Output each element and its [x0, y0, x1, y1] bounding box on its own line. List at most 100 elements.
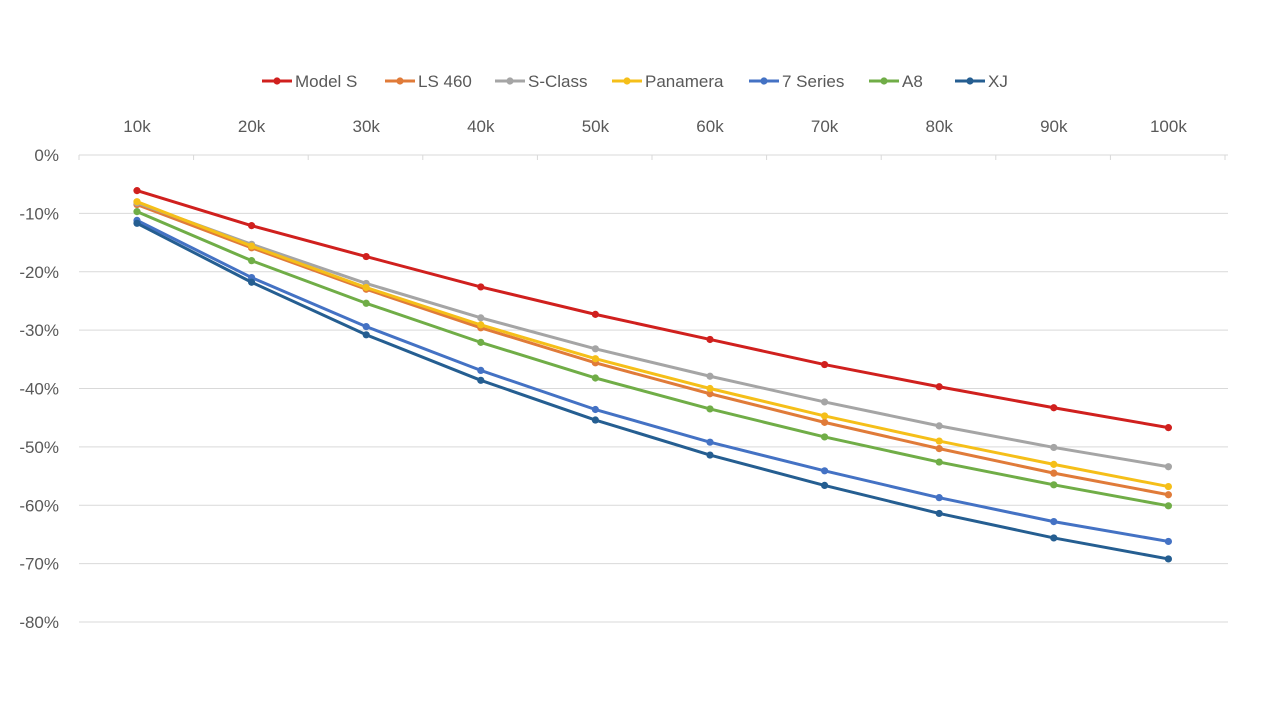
data-point [1050, 517, 1058, 526]
data-point [1164, 537, 1172, 546]
x-tick-label: 40k [467, 117, 495, 136]
series-line [135, 218, 1170, 543]
data-point [591, 405, 600, 414]
series-panamera [133, 198, 1172, 491]
x-tick-label: 50k [582, 117, 610, 136]
legend-marker [966, 77, 974, 85]
gridlines [79, 154, 1228, 623]
y-tick-label: -80% [19, 613, 59, 632]
legend-marker [880, 77, 888, 85]
data-point [1164, 463, 1172, 471]
data-point [821, 412, 829, 420]
x-tick-label: 90k [1040, 117, 1068, 136]
data-point [248, 257, 256, 265]
data-point [591, 310, 600, 318]
data-point [1164, 491, 1172, 499]
data-point [248, 222, 256, 230]
chart-legend: Model S LS 460 S-Class Panamera 7 Series A8 XJ [262, 72, 1008, 91]
data-point [362, 323, 370, 331]
series-7-series [133, 216, 1172, 546]
data-point [706, 372, 714, 380]
data-point [821, 433, 829, 441]
legend-label: 7 Series [782, 72, 844, 91]
series-ls-460 [133, 201, 1172, 499]
y-tick-label: -10% [19, 204, 59, 223]
data-point [935, 494, 943, 502]
series-xj [133, 219, 1172, 563]
data-point [591, 345, 600, 353]
data-point [706, 390, 714, 398]
data-point [1050, 404, 1058, 412]
data-point [133, 198, 141, 206]
legend-entry: Panamera [612, 72, 724, 91]
legend-marker [273, 77, 281, 85]
legend-label: XJ [988, 72, 1008, 91]
legend-entry: LS 460 [385, 72, 472, 91]
data-point [1050, 469, 1058, 477]
data-point [362, 299, 370, 307]
data-point [821, 398, 829, 406]
data-point [362, 283, 370, 292]
x-tick-label: 10k [123, 117, 151, 136]
data-point [477, 376, 485, 384]
y-axis-labels: 0% -10% -20% -30% -40% -50% -60% -70% -80% [19, 146, 59, 632]
series-model-s [133, 187, 1172, 432]
legend-label: Model S [295, 72, 357, 91]
data-point [1050, 443, 1058, 452]
legend-marker [760, 77, 768, 85]
data-point [591, 374, 600, 382]
data-point [133, 187, 141, 195]
x-axis-top: 10k 20k 30k 40k 50k 60k 70k 80k 90k 100k [78, 117, 1226, 160]
y-tick-label: -30% [19, 321, 59, 340]
legend-label: A8 [902, 72, 923, 91]
y-tick-label: -40% [19, 380, 59, 399]
data-point [1050, 481, 1058, 489]
legend-marker [623, 77, 631, 85]
series-line [135, 189, 1170, 430]
data-point [935, 458, 943, 466]
legend-marker [506, 77, 514, 85]
y-tick-label: 0% [34, 146, 59, 165]
series-line [135, 200, 1170, 489]
x-tick-label: 30k [352, 117, 380, 136]
data-point [133, 219, 141, 227]
y-tick-label: -20% [19, 263, 59, 282]
legend-entry: A8 [869, 72, 923, 91]
data-point [821, 481, 829, 490]
x-tick-label: 60k [696, 117, 724, 136]
x-tick-label: 100k [1150, 117, 1187, 136]
data-point [706, 384, 714, 393]
data-point [362, 331, 370, 339]
x-tick-label: 70k [811, 117, 839, 136]
series-line [135, 210, 1170, 508]
data-point [477, 314, 485, 322]
data-point [706, 451, 714, 459]
series-line [135, 203, 1170, 497]
y-tick-label: -60% [19, 496, 59, 515]
data-point [1164, 502, 1172, 510]
legend-entry: S-Class [495, 72, 588, 91]
x-tick-label: 80k [925, 117, 953, 136]
data-point [935, 445, 943, 453]
series-s-class [133, 199, 1172, 471]
data-point [821, 360, 829, 369]
data-point [477, 321, 485, 329]
data-point [706, 335, 714, 344]
data-point [935, 383, 943, 391]
series-line [135, 221, 1170, 561]
y-tick-label: -70% [19, 555, 59, 574]
data-point [248, 278, 256, 286]
series-a8 [133, 208, 1172, 510]
series-lines [133, 187, 1172, 563]
data-point [248, 242, 256, 250]
series-line [135, 201, 1170, 469]
data-point [477, 338, 485, 346]
data-point [706, 438, 714, 446]
data-point [1164, 555, 1172, 563]
legend-entry: 7 Series [749, 72, 844, 91]
data-point [1164, 424, 1172, 432]
data-point [477, 366, 485, 375]
data-point [591, 416, 600, 424]
legend-entry: XJ [955, 72, 1008, 91]
